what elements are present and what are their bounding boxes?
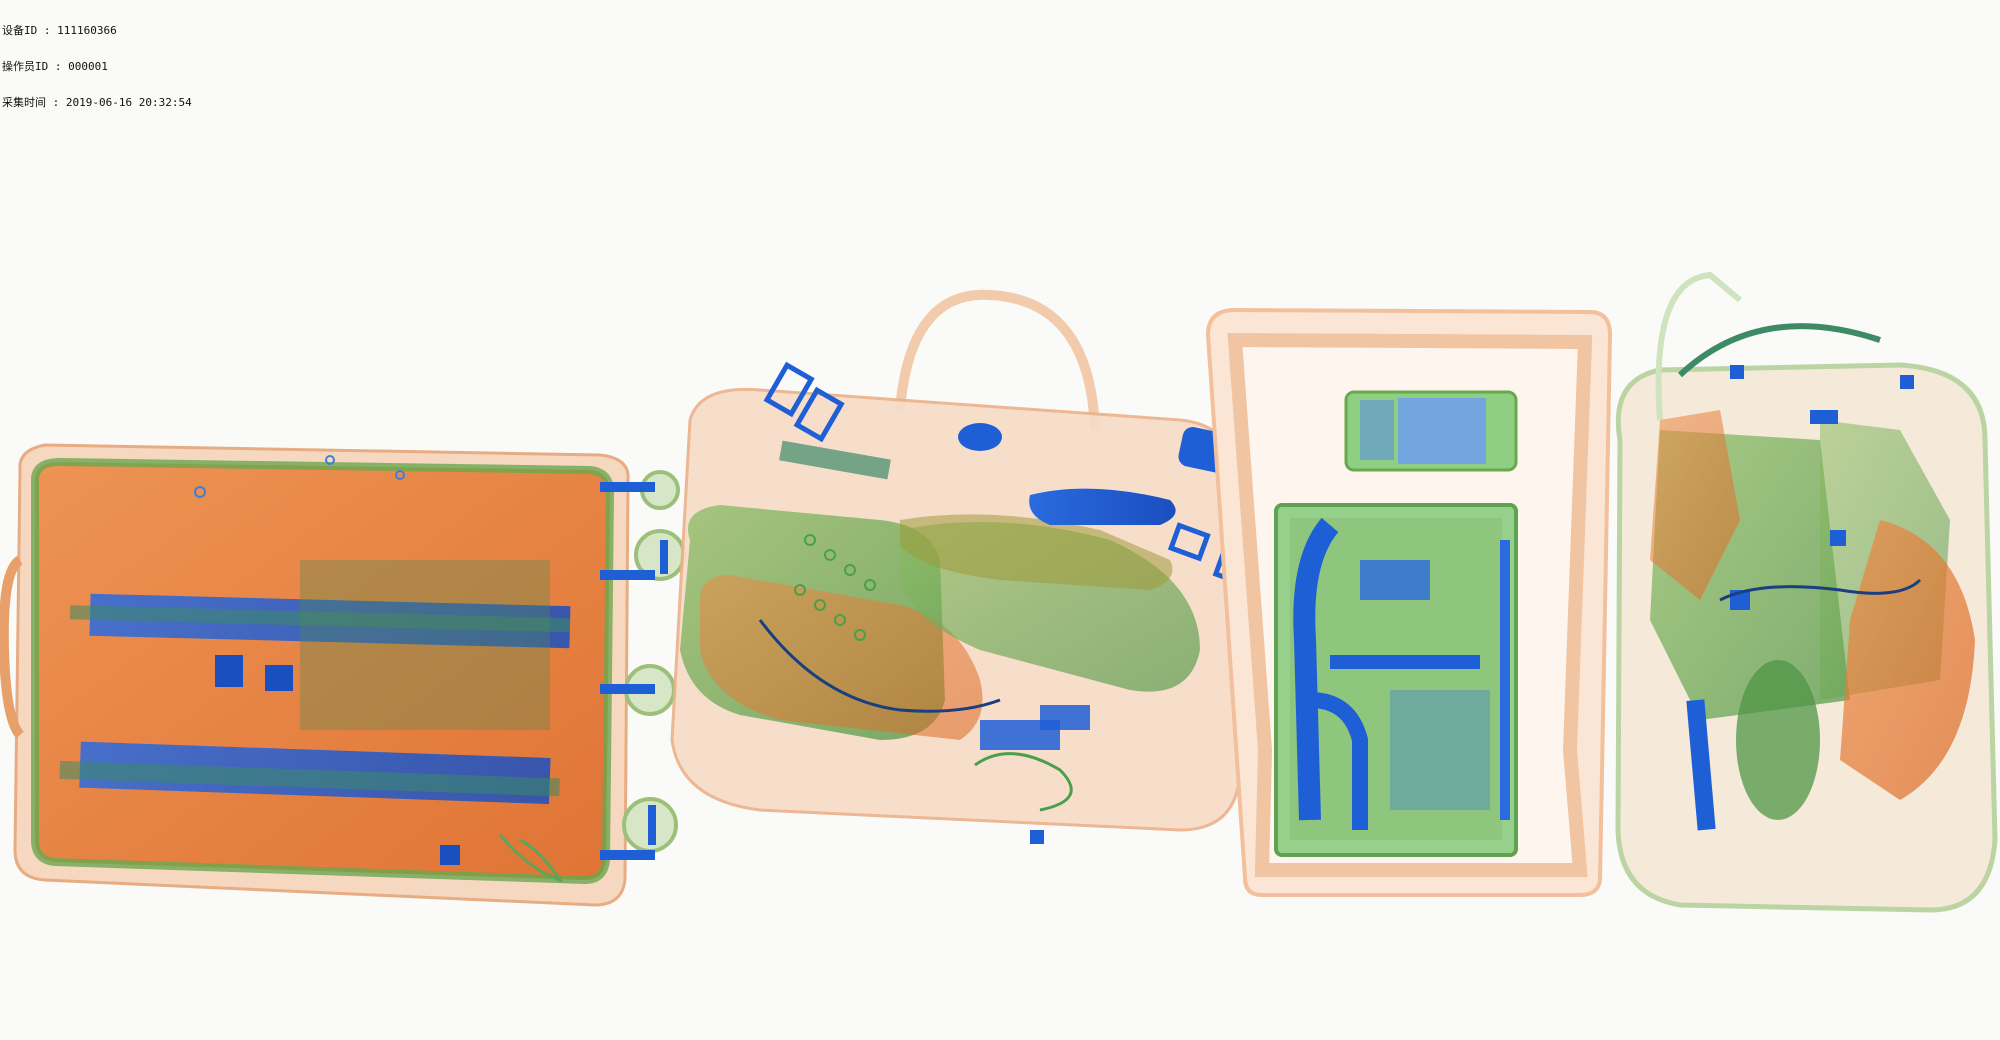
backpack-icon <box>1615 271 1998 913</box>
phone-icon <box>1344 390 1518 472</box>
capture-time-label: 采集时间 <box>2 96 46 109</box>
device-id-row: 设备ID : 111160366 <box>2 24 117 37</box>
operator-id-value: 000001 <box>68 60 108 73</box>
scan-metadata: 设备ID : 111160366 操作员ID : 000001 采集时间 : 2… <box>2 1 192 133</box>
tray-icon <box>1205 307 1613 897</box>
laptop-icon <box>1274 503 1518 857</box>
capture-time-row: 采集时间 : 2019-06-16 20:32:54 <box>2 96 192 109</box>
capture-time-value: 2019-06-16 20:32:54 <box>65 96 192 109</box>
suitcase-icon <box>0 443 686 907</box>
operator-id-label: 操作员ID <box>2 60 49 73</box>
operator-id-row: 操作员ID : 000001 <box>2 60 108 73</box>
device-id-value: 111160366 <box>57 24 117 37</box>
device-id-label: 设备ID <box>2 24 38 37</box>
suitcase-wheels <box>600 470 686 860</box>
handbag-icon <box>670 289 1256 844</box>
